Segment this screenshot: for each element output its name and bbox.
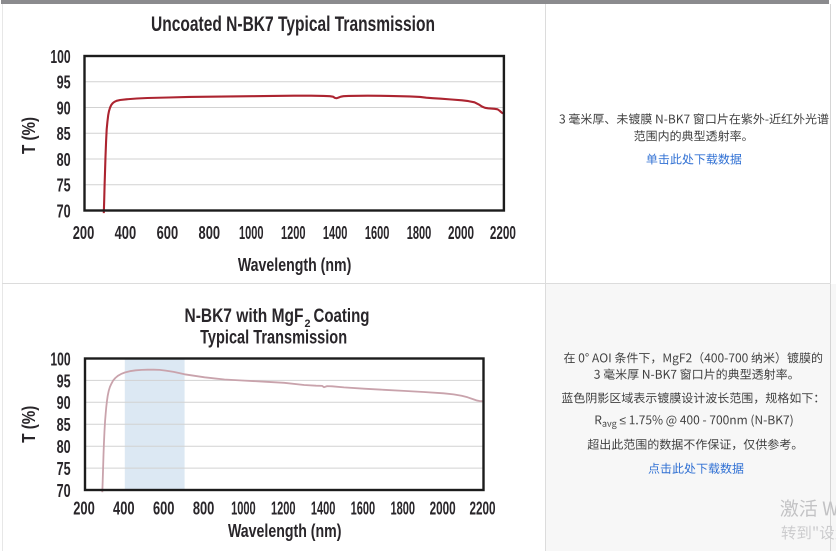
svg-text:200: 200	[73, 498, 95, 519]
svg-text:75: 75	[57, 175, 71, 196]
svg-text:Uncoated N-BK7 Typical Transmi: Uncoated N-BK7 Typical Transmission	[151, 12, 435, 36]
svg-text:90: 90	[57, 97, 71, 118]
svg-text:1400: 1400	[323, 222, 348, 243]
svg-text:200: 200	[73, 222, 95, 243]
svg-text:100: 100	[50, 348, 70, 369]
svg-text:100: 100	[50, 46, 70, 67]
svg-text:800: 800	[199, 222, 221, 243]
svg-text:70: 70	[57, 480, 71, 501]
svg-text:N-BK7 with MgF: N-BK7 with MgF	[185, 306, 304, 327]
svg-text:1600: 1600	[351, 498, 376, 519]
svg-text:Wavelength (nm): Wavelength (nm)	[238, 254, 352, 275]
svg-text:1200: 1200	[281, 222, 306, 243]
svg-text:80: 80	[57, 149, 71, 170]
svg-text:2200: 2200	[490, 222, 516, 243]
svg-text:70: 70	[57, 200, 71, 221]
svg-text:600: 600	[153, 498, 175, 519]
svg-text:85: 85	[57, 123, 71, 144]
svg-text:1800: 1800	[407, 222, 432, 243]
svg-text:1800: 1800	[391, 498, 416, 519]
svg-text:Wavelength (nm): Wavelength (nm)	[228, 520, 342, 541]
svg-text:2000: 2000	[430, 498, 456, 519]
svg-text:Coating: Coating	[314, 306, 370, 327]
svg-text:2200: 2200	[470, 498, 496, 519]
svg-text:800: 800	[193, 498, 215, 519]
svg-text:85: 85	[57, 414, 71, 435]
svg-text:1600: 1600	[365, 222, 390, 243]
svg-text:400: 400	[113, 498, 135, 519]
svg-text:1200: 1200	[271, 498, 296, 519]
svg-text:95: 95	[57, 72, 71, 93]
svg-text:2: 2	[305, 318, 311, 330]
svg-text:75: 75	[57, 458, 71, 479]
svg-text:1400: 1400	[311, 498, 336, 519]
svg-text:90: 90	[57, 392, 71, 413]
svg-text:1000: 1000	[239, 222, 264, 243]
svg-text:600: 600	[157, 222, 179, 243]
svg-text:2000: 2000	[448, 222, 474, 243]
svg-text:T (%): T (%)	[18, 406, 39, 443]
svg-text:400: 400	[115, 222, 137, 243]
svg-text:T (%): T (%)	[18, 117, 39, 154]
svg-text:1000: 1000	[231, 498, 256, 519]
svg-text:80: 80	[57, 436, 71, 457]
svg-text:95: 95	[57, 370, 71, 391]
svg-text:Typical Transmission: Typical Transmission	[200, 327, 347, 348]
